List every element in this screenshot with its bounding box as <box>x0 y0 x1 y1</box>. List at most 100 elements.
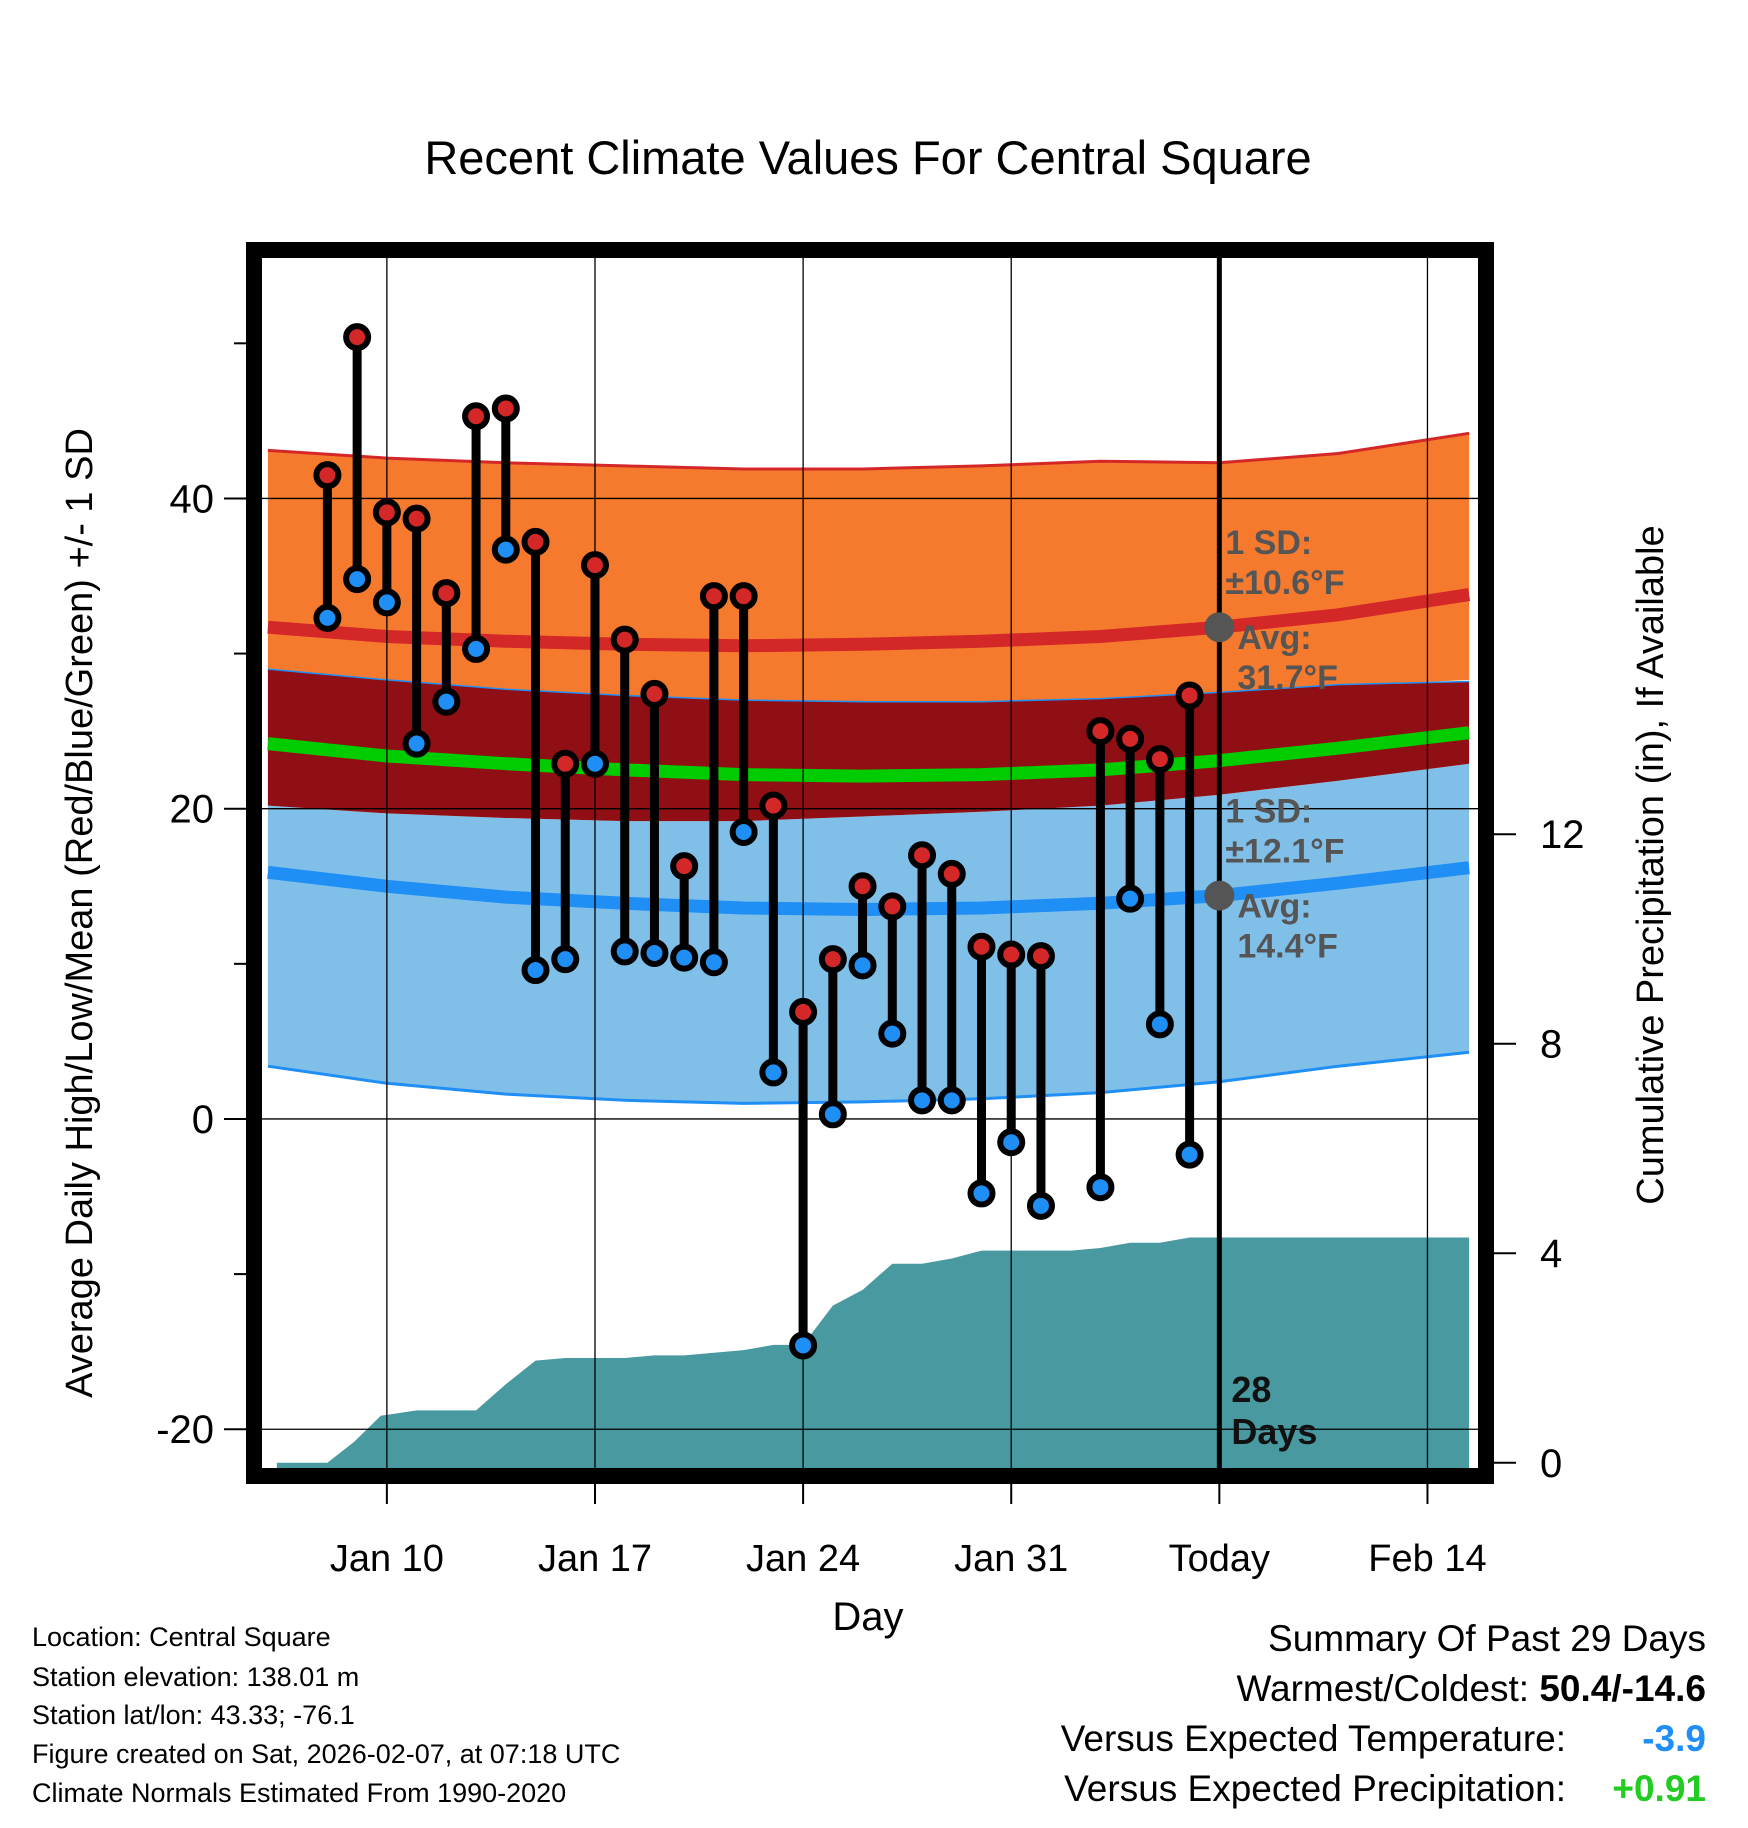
y-tick-label-0: 0 <box>192 1098 214 1142</box>
x-tick-label-45: Feb 14 <box>1368 1538 1486 1580</box>
daily-low-point-11 <box>402 729 431 758</box>
x-tick-label-38: Today <box>1169 1538 1270 1580</box>
annot-low-avg-label: Avg: <box>1237 888 1311 926</box>
summary-title: Summary Of Past 29 Days <box>1268 1618 1706 1659</box>
daily-high-point-29 <box>937 859 966 888</box>
today-days-label: Days <box>1231 1411 1317 1452</box>
daily-high-point-22 <box>729 582 758 611</box>
daily-high-point-34 <box>1086 717 1115 746</box>
daily-high-point-19 <box>640 679 669 708</box>
info-location: Location: Central Square <box>32 1622 331 1652</box>
daily-low-point-28 <box>908 1086 937 1115</box>
daily-high-point-30 <box>967 932 996 961</box>
daily-low-point-37 <box>1175 1140 1204 1169</box>
y-axis-label: Average Daily High/Low/Mean (Red/Blue/Gr… <box>59 428 101 1398</box>
daily-high-point-13 <box>462 402 491 431</box>
summary-precip-label: Versus Expected Precipitation: <box>1064 1768 1566 1809</box>
daily-low-point-12 <box>432 687 461 716</box>
daily-high-point-9 <box>343 323 372 352</box>
daily-low-point-32 <box>1026 1191 1055 1220</box>
x-tick-label-10: Jan 10 <box>330 1538 444 1580</box>
y-tick-label-20: 20 <box>170 788 215 832</box>
daily-high-point-15 <box>521 527 550 556</box>
daily-high-point-21 <box>699 582 728 611</box>
x-tick-label-31: Jan 31 <box>954 1538 1068 1580</box>
daily-high-point-18 <box>610 625 639 654</box>
info-normals: Climate Normals Estimated From 1990-2020 <box>32 1778 567 1808</box>
daily-high-point-17 <box>580 551 609 580</box>
daily-high-point-23 <box>759 791 788 820</box>
daily-low-point-31 <box>997 1128 1026 1157</box>
daily-low-point-25 <box>818 1100 847 1129</box>
daily-low-point-9 <box>343 565 372 594</box>
precipitation-area <box>276 1237 1470 1468</box>
x-axis-label: Day <box>832 1595 903 1639</box>
y2-tick-label-0: 0 <box>1540 1442 1562 1486</box>
daily-low-point-22 <box>729 817 758 846</box>
daily-high-point-14 <box>491 394 520 423</box>
daily-high-point-37 <box>1175 681 1204 710</box>
normal-low-lower-line <box>267 1050 1470 1105</box>
annot-low-avg-value: 14.4°F <box>1237 928 1338 966</box>
summary-warm-cold: Warmest/Coldest: 50.4/-14.6 <box>1236 1670 1706 1707</box>
daily-high-point-31 <box>997 940 1026 969</box>
y2-tick-label-12: 12 <box>1540 813 1585 857</box>
today-days-count: 28 <box>1231 1369 1271 1410</box>
daily-high-point-25 <box>818 945 847 974</box>
y-tick-label-40: 40 <box>170 477 215 521</box>
daily-high-point-32 <box>1026 942 1055 971</box>
summary-temp-label: Versus Expected Temperature: <box>1060 1718 1566 1759</box>
daily-low-point-10 <box>372 588 401 617</box>
y2-axis-label: Cumulative Precipitation (in), If Availa… <box>1630 525 1672 1204</box>
x-tick-label-17: Jan 17 <box>538 1538 652 1580</box>
daily-low-point-20 <box>670 943 699 972</box>
daily-low-point-35 <box>1116 884 1145 913</box>
daily-high-point-12 <box>432 579 461 608</box>
daily-high-point-16 <box>551 749 580 778</box>
summary-temp-value: -3.9 <box>1642 1718 1706 1759</box>
info-created: Figure created on Sat, 2026-02-07, at 07… <box>32 1739 621 1769</box>
annot-low-sd-label: 1 SD: <box>1225 793 1312 831</box>
daily-high-point-20 <box>670 852 699 881</box>
annot-high-avg-label: Avg: <box>1237 619 1311 657</box>
summary-warm-cold-label: Warmest/Coldest: <box>1236 1668 1540 1709</box>
summary-precip-value: +0.91 <box>1612 1768 1706 1809</box>
daily-high-point-8 <box>313 461 342 490</box>
annot-high-avg-value: 31.7°F <box>1237 659 1338 697</box>
normal-high-upper-line <box>267 431 1470 471</box>
daily-high-point-11 <box>402 504 431 533</box>
y2-tick-label-8: 8 <box>1540 1023 1562 1067</box>
daily-high-point-10 <box>372 498 401 527</box>
daily-low-point-29 <box>937 1086 966 1115</box>
daily-low-point-24 <box>789 1331 818 1360</box>
info-latlon: Station lat/lon: 43.33; -76.1 <box>32 1700 355 1730</box>
x-tick-label-24: Jan 24 <box>746 1538 860 1580</box>
daily-low-point-17 <box>580 749 609 778</box>
daily-high-point-26 <box>848 872 877 901</box>
daily-low-point-13 <box>462 634 491 663</box>
y2-tick-label-4: 4 <box>1540 1232 1562 1276</box>
daily-low-point-18 <box>610 937 639 966</box>
daily-low-point-8 <box>313 603 342 632</box>
chart-title: Recent Climate Values For Central Square <box>424 131 1311 184</box>
normal-mean-upper-edge <box>267 668 1470 703</box>
summary-warm-cold-value: 50.4/-14.6 <box>1539 1668 1706 1709</box>
plot-frame <box>246 242 1494 1484</box>
annot-low-sd-value: ±12.1°F <box>1225 833 1344 871</box>
daily-low-point-34 <box>1086 1173 1115 1202</box>
daily-low-point-36 <box>1145 1010 1174 1039</box>
daily-high-point-24 <box>789 997 818 1026</box>
daily-low-point-26 <box>848 951 877 980</box>
info-elevation: Station elevation: 138.01 m <box>32 1662 360 1692</box>
daily-low-point-19 <box>640 938 669 967</box>
y-tick-label--20: -20 <box>156 1408 214 1452</box>
annot-high-sd-label: 1 SD: <box>1225 524 1312 562</box>
normal-mean-line <box>267 726 1470 783</box>
daily-low-point-27 <box>878 1019 907 1048</box>
daily-low-point-23 <box>759 1058 788 1087</box>
daily-high-point-35 <box>1116 724 1145 753</box>
daily-high-point-27 <box>878 892 907 921</box>
annot-high-sd-value: ±10.6°F <box>1225 564 1344 602</box>
